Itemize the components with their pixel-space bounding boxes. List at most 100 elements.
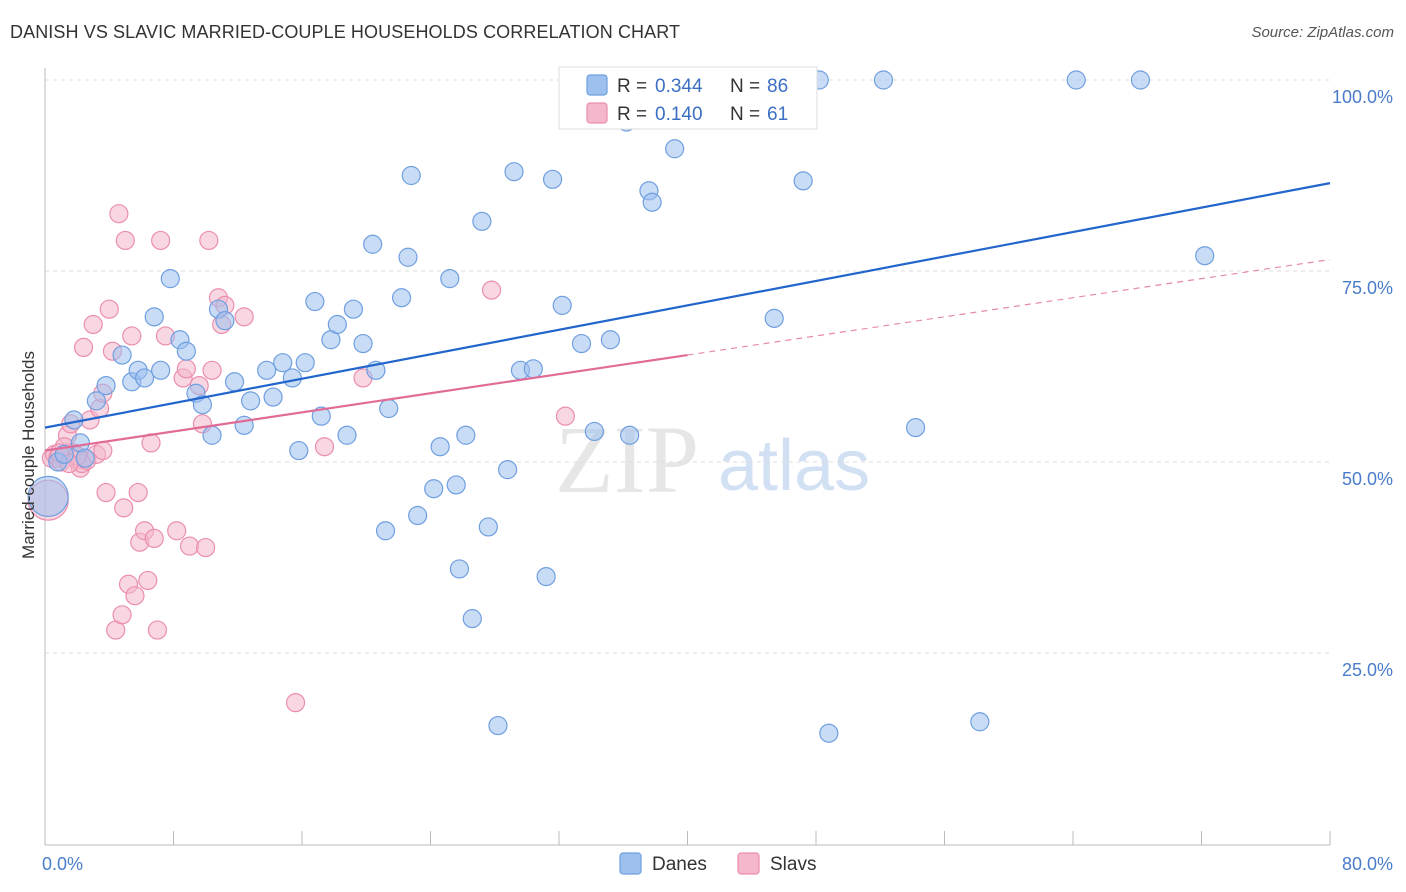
danes-point — [289, 440, 309, 461]
series-legend: Danes Slavs — [619, 852, 816, 875]
slavs-point — [144, 528, 164, 549]
chart-title: DANISH VS SLAVIC MARRIED-COUPLE HOUSEHOL… — [10, 22, 681, 42]
x-tick-label-min: 0.0% — [42, 854, 83, 874]
danes-legend-label[interactable]: Danes — [652, 854, 707, 875]
danes-point — [642, 192, 662, 212]
slavs-legend-swatch — [586, 102, 608, 124]
danes-legend-swatch — [586, 74, 608, 96]
slavs-point — [151, 230, 171, 251]
danes-point — [1130, 70, 1151, 90]
slavs-point — [234, 307, 254, 327]
slavs-point — [147, 620, 168, 640]
y-axis-label: Married-couple Households — [19, 351, 38, 559]
danes-n-value: 86 — [767, 76, 788, 97]
danes-point — [424, 479, 444, 499]
danes-point — [905, 418, 926, 438]
danes-point — [86, 391, 107, 411]
y-tick-label-25: 25.0% — [1342, 660, 1393, 680]
slavs-point — [555, 406, 576, 426]
danes-point — [536, 566, 556, 587]
slavs-point — [99, 299, 119, 319]
danes-r-label: R = — [617, 76, 647, 97]
slavs-point — [285, 693, 306, 713]
danes-point — [305, 291, 325, 312]
danes-point — [54, 444, 74, 464]
slavs-point — [114, 498, 134, 518]
danes-point — [408, 505, 428, 526]
danes-point — [343, 299, 363, 319]
danes-point — [819, 723, 839, 743]
danes-point — [488, 715, 508, 736]
danes-point — [523, 359, 543, 379]
danes-point — [498, 460, 518, 480]
danes-point — [379, 398, 399, 419]
danes-point — [620, 425, 640, 445]
danes-point — [224, 372, 245, 392]
danes-n-label: N = — [730, 76, 760, 97]
danes-r-value: 0.344 — [655, 76, 703, 97]
slavs-bottom-swatch[interactable] — [737, 852, 760, 875]
watermark-zip: ZIP — [555, 406, 699, 513]
slavs-trend-extension — [687, 258, 1331, 356]
danes-point — [600, 330, 621, 350]
grid-lines — [45, 79, 1330, 654]
danes-point — [571, 333, 592, 354]
source-label: Source: ZipAtlas.com — [1251, 24, 1394, 41]
slavs-point — [109, 204, 129, 224]
danes-points — [27, 70, 1215, 743]
danes-point — [134, 368, 155, 388]
danes-point — [440, 269, 460, 289]
danes-point — [401, 165, 421, 186]
slavs-point — [202, 360, 222, 380]
danes-point — [327, 314, 347, 335]
slavs-point — [125, 586, 145, 606]
slavs-point — [138, 570, 158, 591]
slavs-point — [179, 536, 200, 556]
danes-point — [263, 387, 283, 407]
danes-point — [27, 475, 69, 517]
slavs-r-value: 0.140 — [655, 104, 703, 125]
danes-point — [337, 425, 357, 445]
slavs-point — [314, 437, 335, 457]
danes-point — [257, 360, 277, 380]
slavs-point — [93, 440, 113, 461]
danes-point — [160, 269, 180, 289]
danes-point — [151, 360, 171, 380]
slavs-point — [167, 521, 187, 541]
danes-point — [793, 171, 813, 191]
danes-point — [764, 308, 784, 328]
watermark-atlas: atlas — [718, 426, 870, 506]
slavs-n-value: 61 — [767, 104, 788, 125]
x-tick-label-max: 80.0% — [1342, 854, 1393, 874]
danes-point — [391, 288, 412, 308]
slavs-legend-label[interactable]: Slavs — [770, 854, 816, 875]
danes-point — [282, 368, 302, 388]
slavs-point — [115, 230, 135, 251]
danes-point — [478, 517, 498, 537]
stats-legend: R = 0.344 N = 86 R = 0.140 N = 61 — [558, 66, 818, 130]
danes-point — [176, 341, 196, 361]
slavs-r-label: R = — [617, 104, 647, 125]
danes-point — [398, 247, 418, 267]
danes-trend-line — [44, 182, 1331, 429]
danes-point — [215, 311, 235, 331]
danes-point — [584, 421, 604, 442]
danes-point — [456, 425, 476, 445]
danes-point — [375, 521, 396, 541]
danes-bottom-swatch[interactable] — [619, 852, 642, 875]
danes-point — [192, 395, 213, 415]
slavs-point — [122, 326, 142, 346]
danes-point — [504, 162, 524, 182]
danes-point — [144, 307, 164, 327]
slavs-point — [96, 482, 116, 503]
danes-point — [112, 345, 132, 365]
slavs-point — [196, 537, 216, 558]
danes-point — [462, 609, 482, 629]
y-tick-label-75: 75.0% — [1342, 278, 1393, 298]
danes-point — [542, 169, 563, 189]
danes-point — [430, 437, 450, 457]
danes-point — [1195, 246, 1215, 266]
danes-point — [472, 211, 492, 231]
danes-point — [1066, 70, 1086, 90]
